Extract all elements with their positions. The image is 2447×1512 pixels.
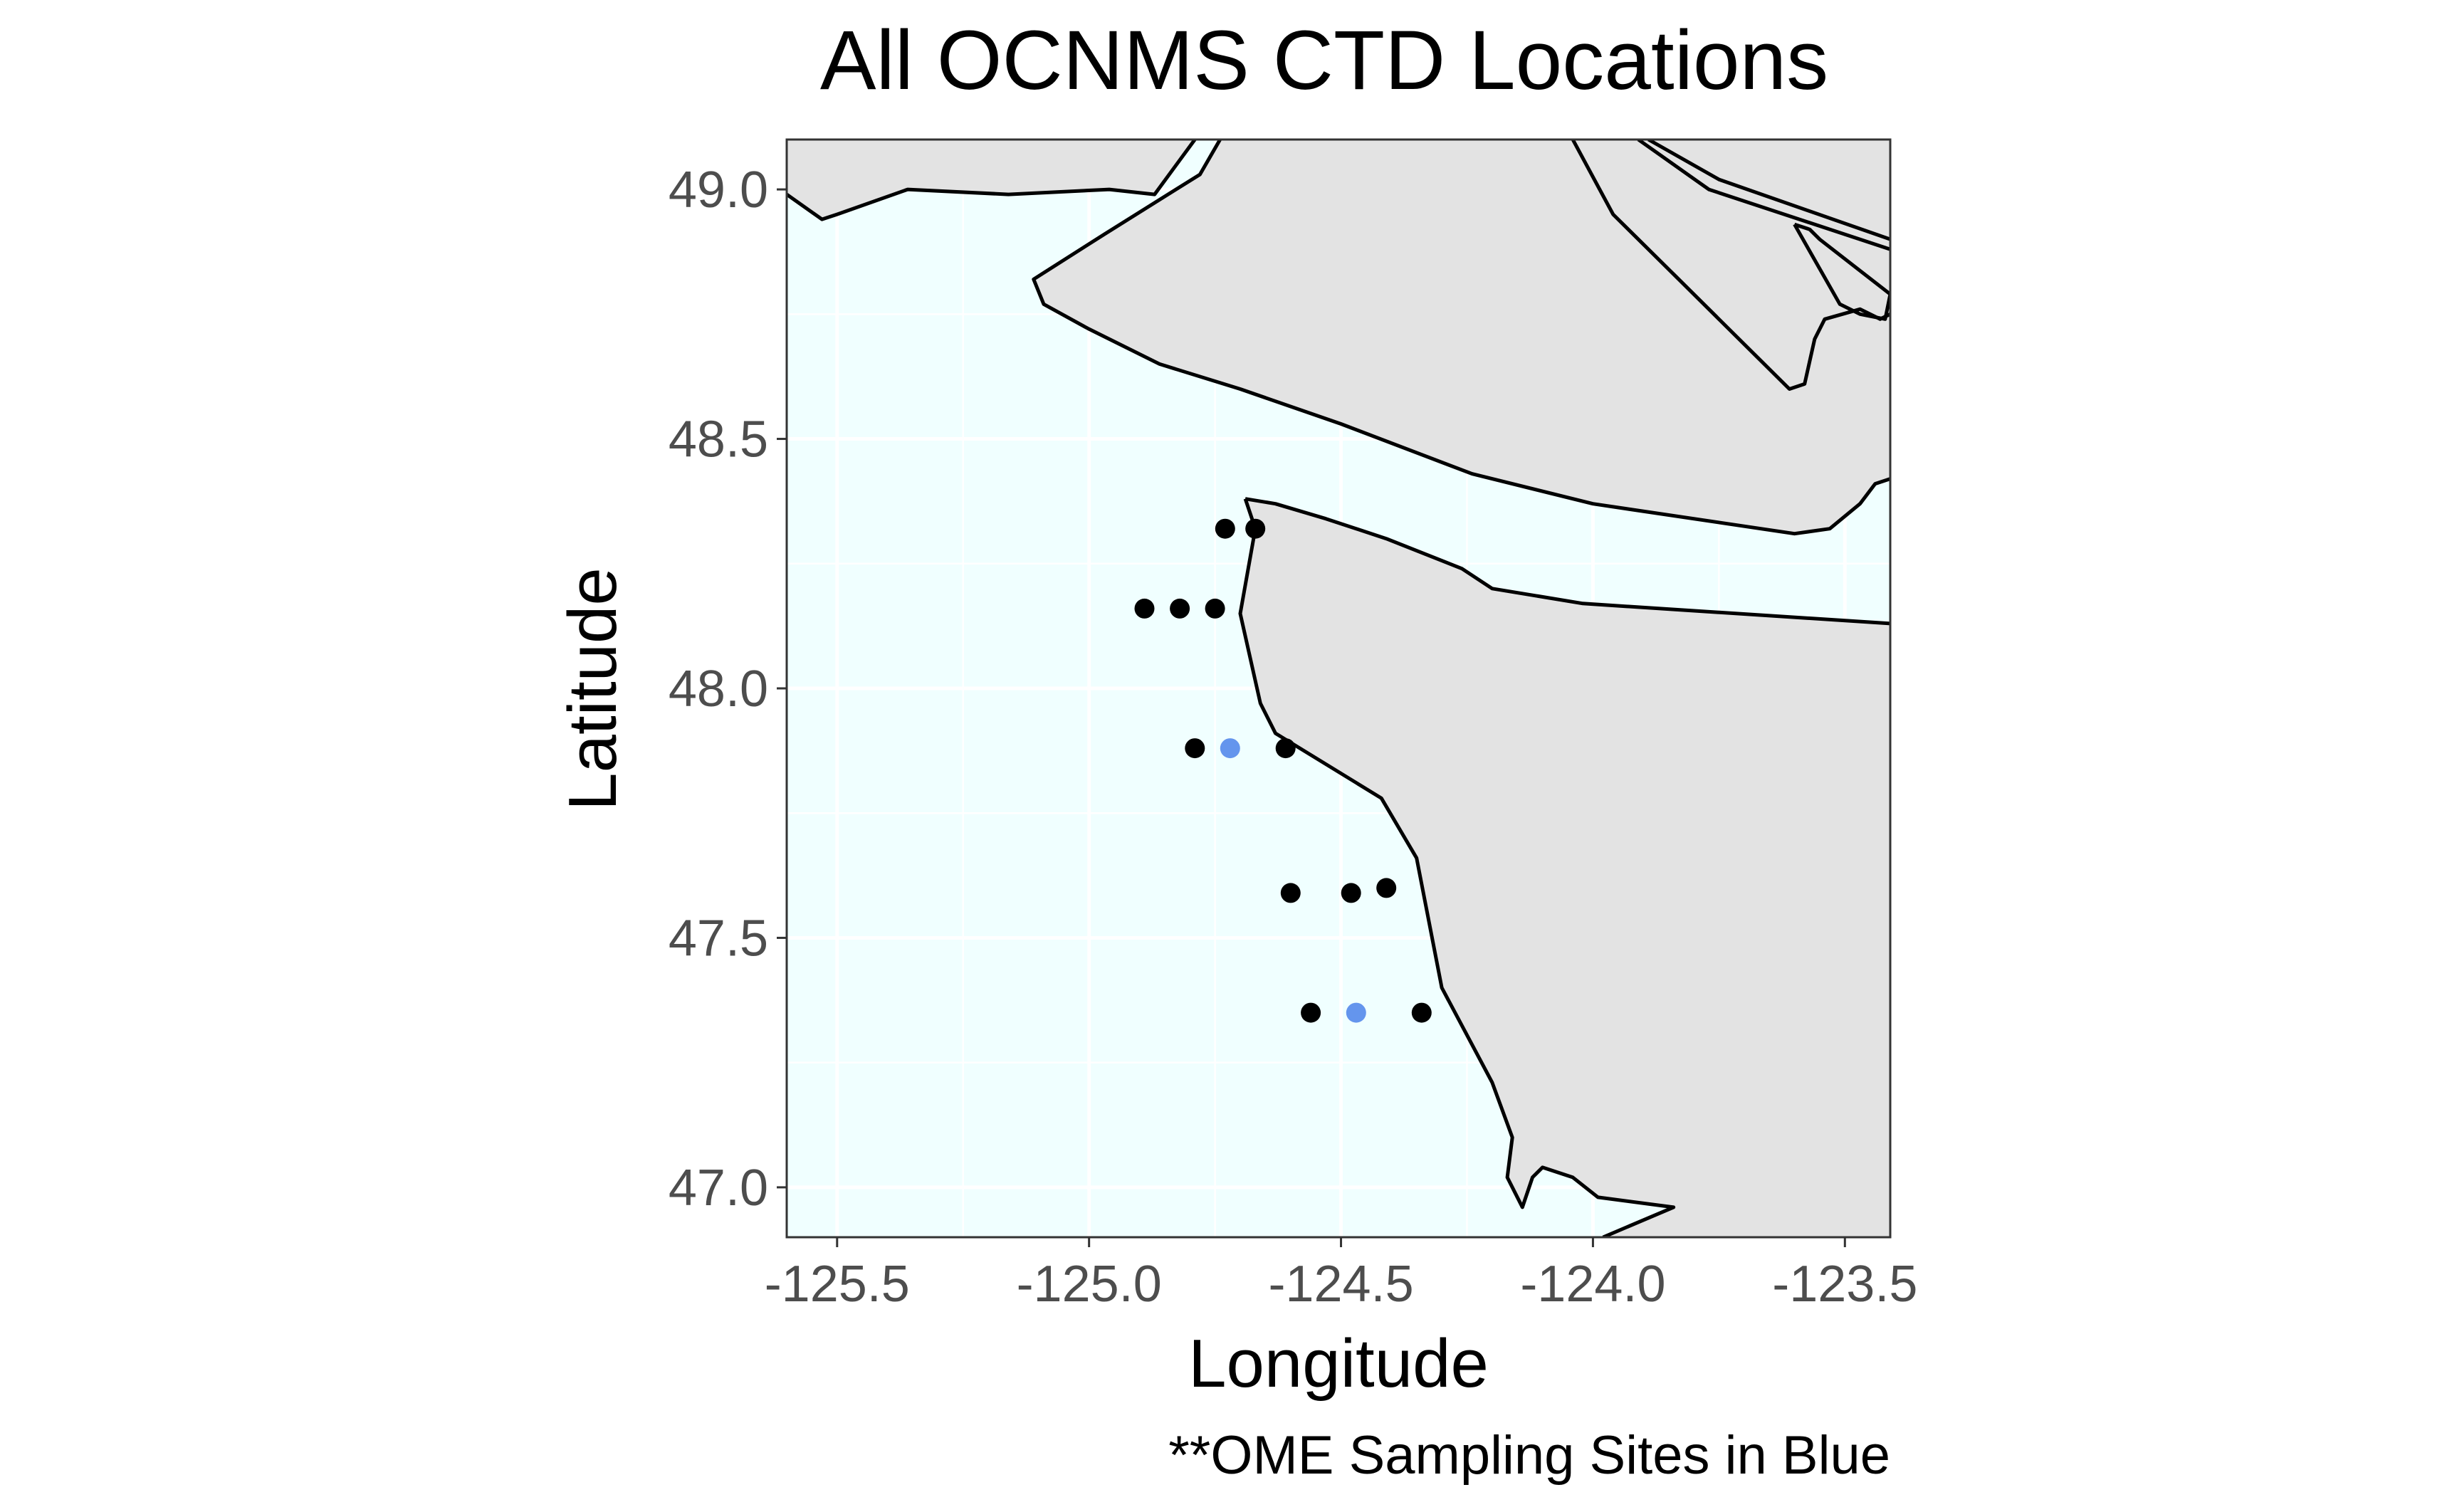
- data-point: [1205, 598, 1225, 619]
- data-point: [1185, 738, 1205, 759]
- land-polygon: [1794, 224, 1890, 320]
- data-point: [1275, 738, 1296, 759]
- y-tick-label: 47.0: [669, 1160, 768, 1217]
- data-point: [1170, 598, 1190, 619]
- data-point: [1280, 883, 1301, 903]
- y-tick-label: 48.5: [669, 411, 768, 468]
- data-point: [1134, 598, 1155, 619]
- chart-caption: **OME Sampling Sites in Blue: [1168, 1425, 1890, 1486]
- land-polygon: [1240, 498, 1890, 1237]
- x-tick-label: -124.0: [1520, 1256, 1665, 1313]
- x-tick-label: -123.5: [1772, 1256, 1917, 1313]
- y-tick-label: 49.0: [669, 162, 768, 219]
- coastline: [1637, 140, 1890, 251]
- data-point: [1411, 1002, 1432, 1023]
- x-tick-label: -124.5: [1268, 1256, 1413, 1313]
- data-point: [1376, 878, 1397, 898]
- coastline: [1032, 140, 1890, 536]
- data-point: [1341, 883, 1361, 903]
- data-point: [1301, 1002, 1321, 1023]
- y-tick-label: 47.5: [669, 910, 768, 967]
- land-polygon: [787, 140, 1195, 220]
- coastline: [1571, 140, 1890, 391]
- x-tick-label: -125.5: [765, 1256, 910, 1313]
- x-axis-title: Longitude: [1188, 1325, 1489, 1402]
- chart-title: All OCNMS CTD Locations: [820, 14, 1828, 107]
- coastline: [1647, 140, 1890, 241]
- y-tick-label: 48.0: [669, 661, 768, 718]
- axes: -125.5 -125.0 -124.5 -124.0 -123.5 47.0 47.5 48…: [669, 162, 1918, 1313]
- coastline: [1793, 222, 1890, 321]
- coastline: [1238, 498, 1676, 1237]
- data-point: [1215, 518, 1235, 539]
- data-point: [1220, 738, 1240, 759]
- coastlines: [787, 140, 1890, 1237]
- coastline: [787, 140, 1197, 221]
- y-axis-title: Latitude: [555, 567, 631, 811]
- data-point: [1245, 518, 1266, 539]
- land-polygons: [787, 140, 1890, 1237]
- land-polygon: [1033, 140, 1890, 534]
- ctd-points: [1134, 518, 1432, 1023]
- x-tick-label: -125.0: [1017, 1256, 1162, 1313]
- coastline: [1245, 497, 1890, 626]
- data-point: [1346, 1002, 1366, 1023]
